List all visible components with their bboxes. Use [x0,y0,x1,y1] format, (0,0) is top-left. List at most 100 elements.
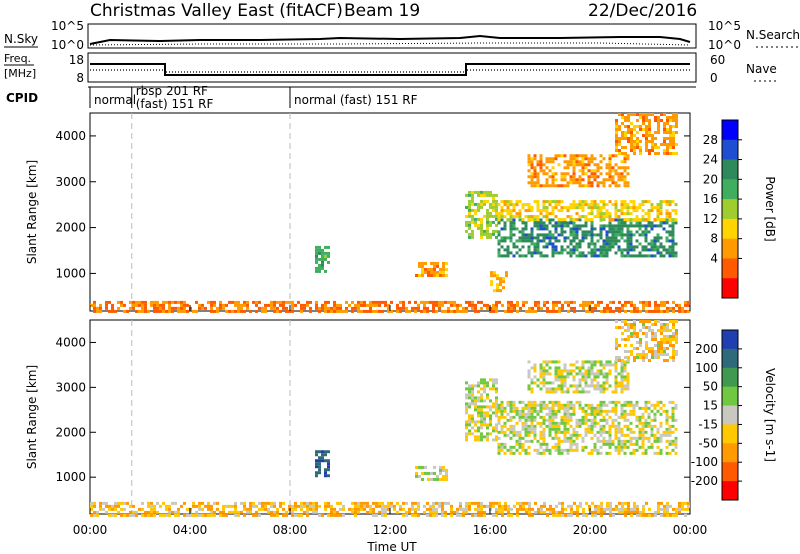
data-cell [572,169,576,173]
data-cell [572,236,576,240]
data-cell [594,504,597,508]
data-cell [570,510,573,514]
data-cell [573,501,576,505]
data-cell [471,384,474,388]
data-cell [558,510,561,514]
data-cell [563,224,567,228]
data-cell [527,412,531,416]
data-cell [213,309,216,313]
data-cell [674,221,678,225]
data-cell [647,224,651,228]
data-cell [636,347,639,350]
data-cell [518,239,522,243]
data-cell [675,329,678,332]
data-cell [414,513,417,517]
x-tick-label: 04:00 [173,523,208,537]
data-cell [641,421,645,425]
data-cell [575,230,579,234]
data-cell [566,451,570,455]
data-cell [569,412,573,416]
data-cell [620,430,624,434]
data-cell [180,300,183,304]
data-cell [609,309,612,313]
data-cell [672,146,675,149]
data-cell [551,251,555,255]
data-cell [593,178,597,182]
data-cell [650,206,654,210]
data-cell [477,381,480,385]
data-cell [542,427,546,431]
data-cell [527,424,531,428]
data-cell [666,513,669,517]
data-cell [608,178,612,182]
data-cell [665,412,669,416]
data-cell [539,366,543,370]
data-cell [620,248,624,252]
data-cell [581,233,585,237]
data-cell [219,510,222,514]
data-cell [542,400,546,404]
data-cell [554,215,558,219]
data-cell [554,251,558,255]
data-cell [551,175,555,179]
data-cell [593,442,597,446]
data-cell [617,184,621,188]
data-cell [539,403,543,407]
data-cell [662,218,666,222]
data-cell [656,248,660,252]
data-cell [585,309,588,313]
data-cell [548,415,552,419]
data-cell [602,218,606,222]
data-cell [647,400,651,404]
data-cell [381,309,384,313]
data-cell [593,254,597,258]
data-cell [599,251,603,255]
data-cell [587,430,591,434]
data-cell [662,221,666,225]
data-cell [573,300,576,304]
data-cell [629,242,633,246]
data-cell [630,146,633,149]
data-cell [90,501,93,505]
data-cell [611,154,615,158]
data-cell [657,309,660,313]
data-cell [555,504,558,508]
data-cell [255,300,258,304]
data-cell [495,435,498,439]
colorbar-tick-label: 28 [703,133,718,147]
data-cell [570,504,573,508]
data-cell [237,513,240,517]
data-cell [663,504,666,508]
data-cell [99,501,102,505]
data-cell [627,335,630,338]
data-cell [663,300,666,304]
data-cell [593,203,597,207]
data-cell [500,212,504,216]
data-cell [557,421,561,425]
data-cell [590,224,594,228]
data-cell [623,254,627,258]
data-cell [533,369,537,373]
data-cell [560,415,564,419]
data-cell [636,332,639,335]
data-cell [675,350,678,353]
data-cell [306,300,309,304]
data-cell [602,245,606,249]
data-cell [339,501,342,505]
data-cell [645,128,648,131]
data-cell [542,184,546,188]
data-cell [636,507,639,511]
data-cell [533,175,537,179]
data-cell [204,504,207,508]
colorbar-tick-label: 24 [703,153,718,167]
data-cell [489,205,492,209]
data-cell [545,445,549,449]
data-cell [439,270,442,274]
data-cell [581,378,585,382]
data-cell [663,350,666,353]
data-cell [442,468,445,472]
data-cell [561,507,564,511]
data-cell [525,501,528,505]
data-cell [545,448,549,452]
data-cell [611,439,615,443]
